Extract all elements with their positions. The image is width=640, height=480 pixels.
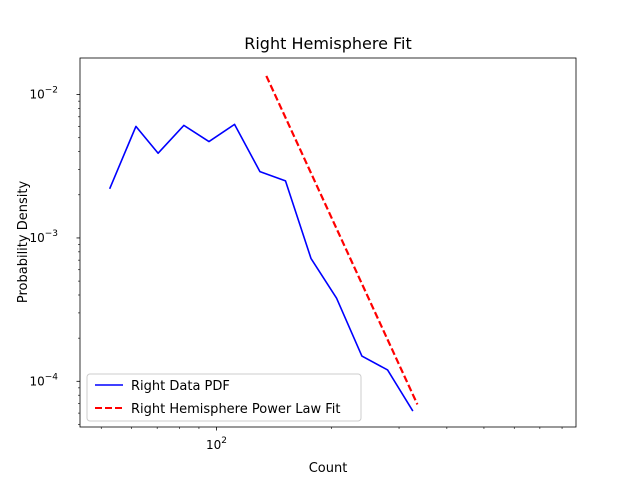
axes-frame (79, 57, 577, 428)
legend-label-power-law-fit: Right Hemisphere Power Law Fit (131, 402, 341, 417)
legend: Right Data PDF Right Hemisphere Power La… (86, 373, 362, 422)
x-axis-label: Count (309, 461, 348, 476)
series-line-0 (108, 123, 414, 412)
series-layer (108, 75, 419, 412)
axes-background (80, 58, 576, 427)
legend-label-right-data-pdf: Right Data PDF (131, 379, 230, 394)
chart-title: Right Hemisphere Fit (244, 34, 412, 53)
series-line-1 (265, 75, 419, 405)
legend-frame (86, 373, 362, 422)
y-axis-label: Probability Density (16, 181, 31, 304)
